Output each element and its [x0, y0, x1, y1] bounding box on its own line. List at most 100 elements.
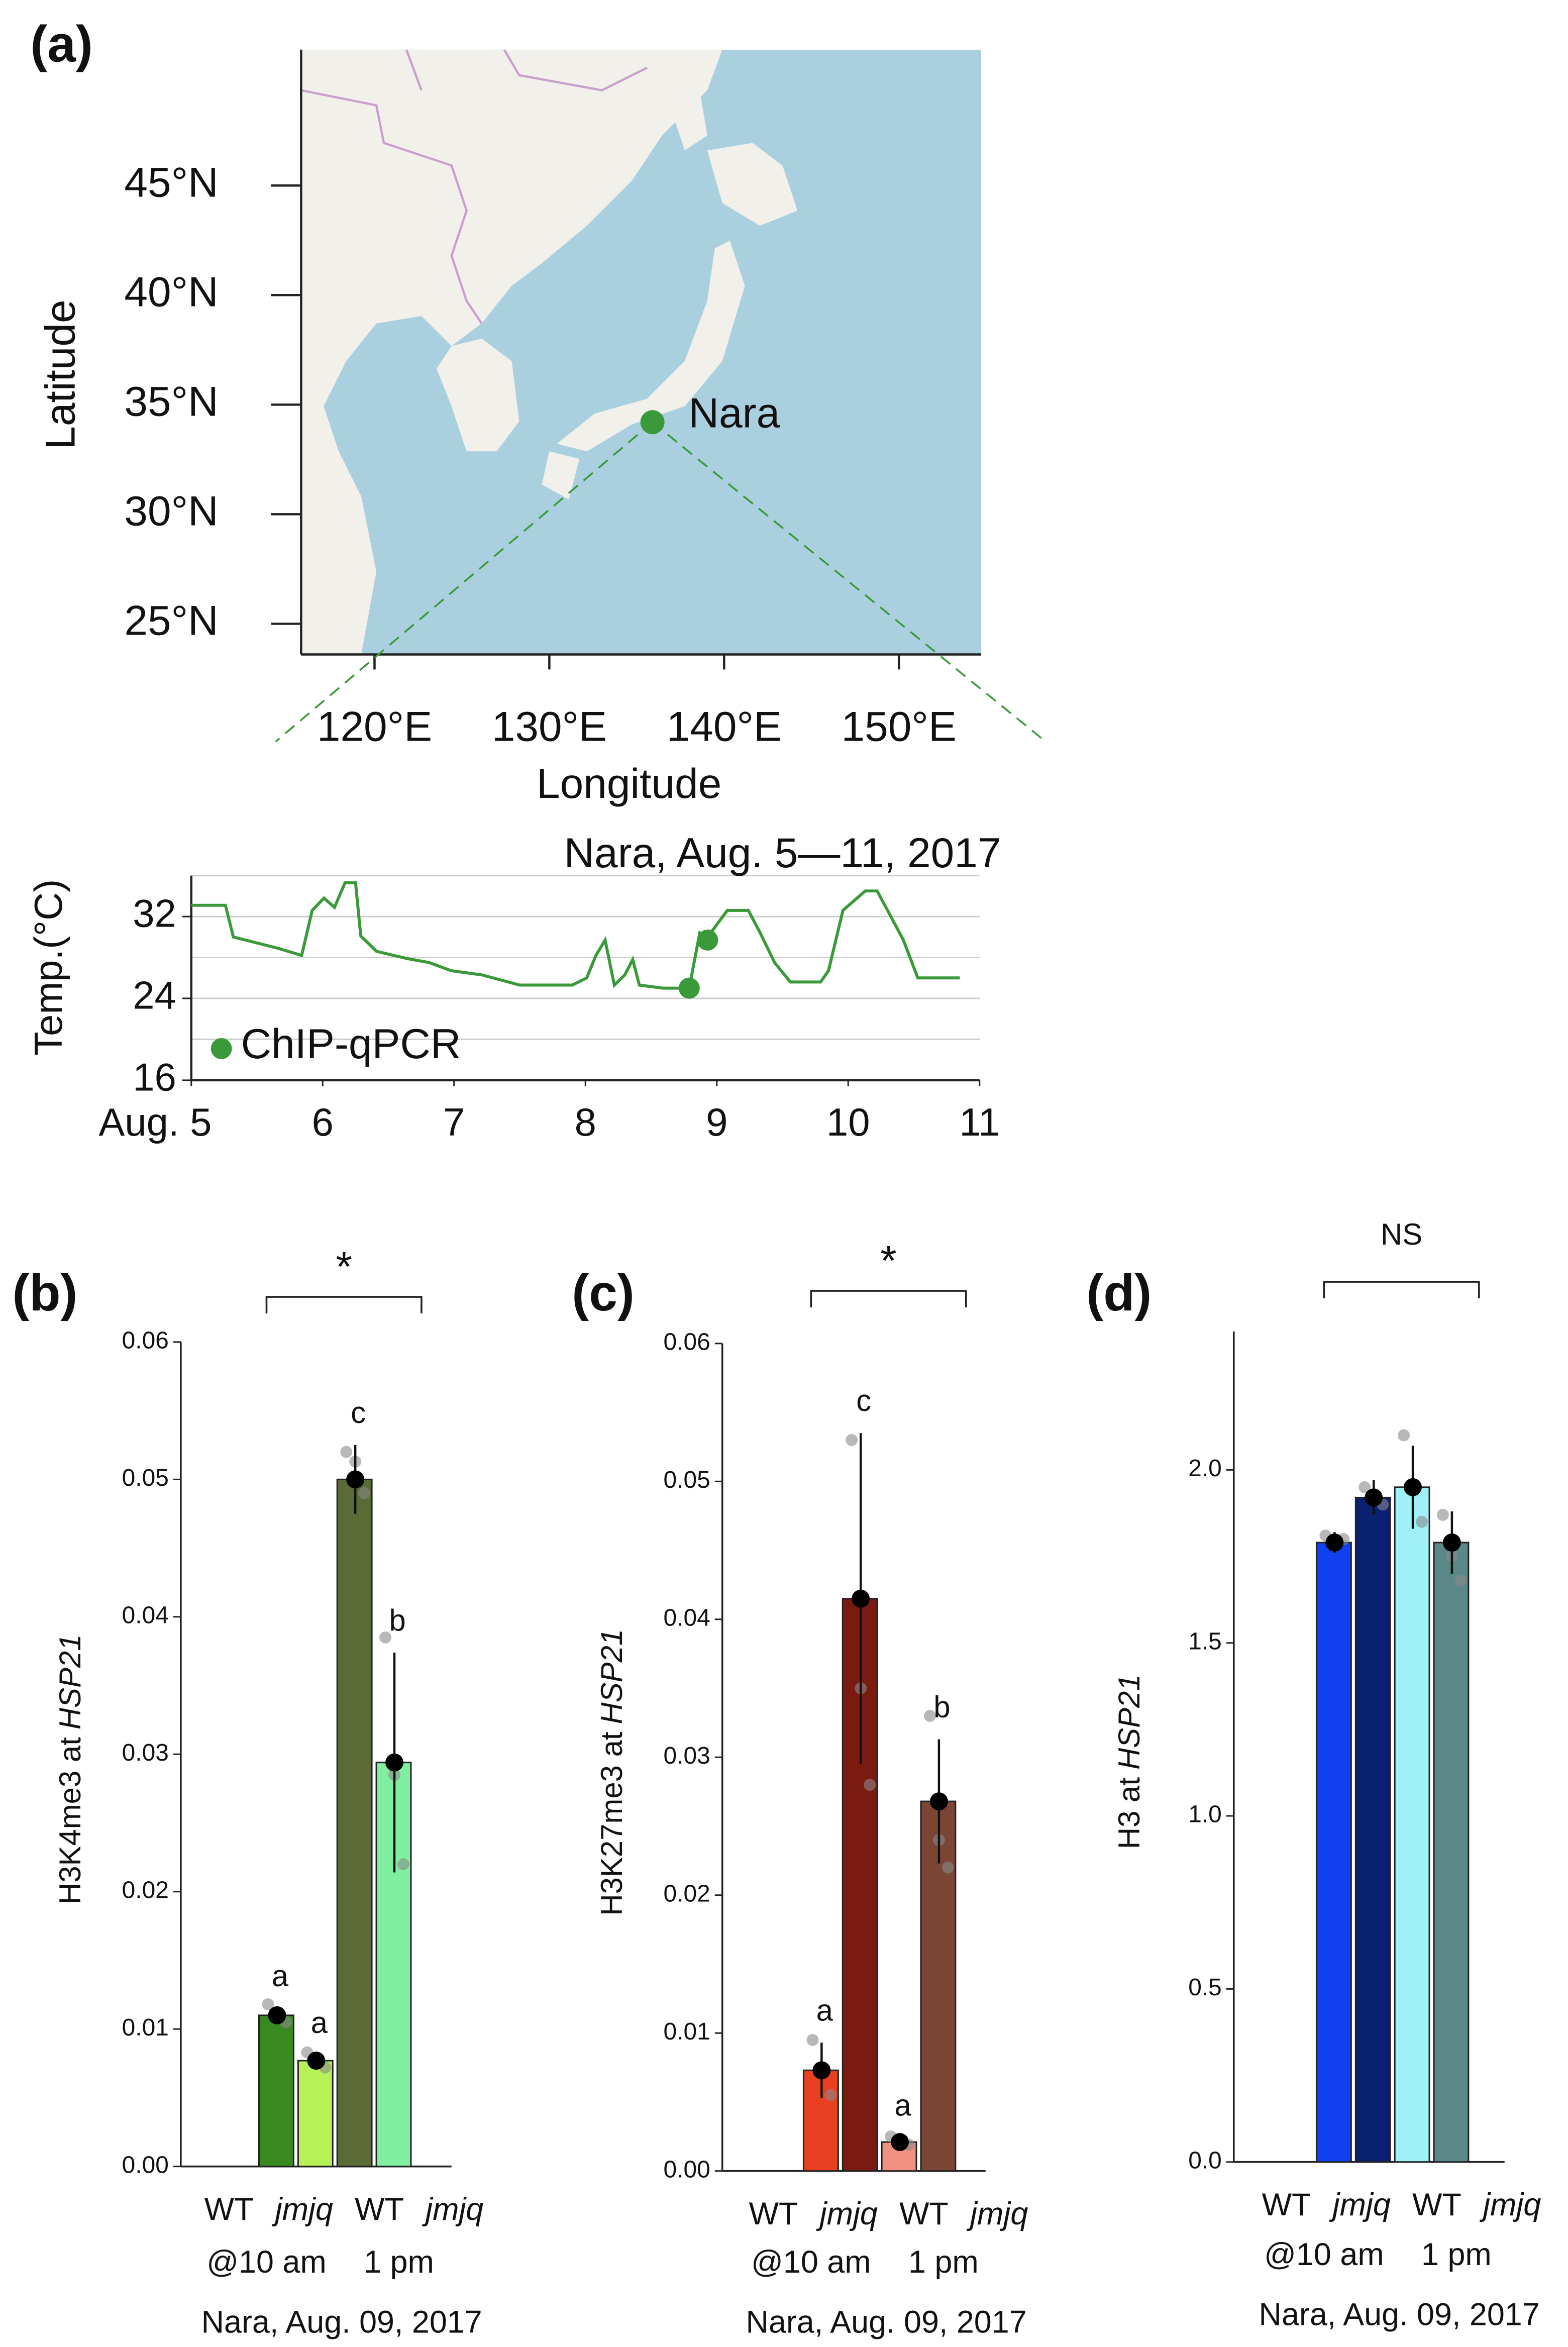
- mean-point: [268, 2006, 286, 2024]
- sakhalin: [662, 49, 707, 151]
- replicate-point: [864, 1779, 876, 1791]
- y-tick-label: 0.04: [664, 1604, 710, 1631]
- significance-label: *: [880, 1237, 897, 1284]
- group-letter: c: [351, 1396, 366, 1430]
- y-tick-label: 0.03: [664, 1743, 710, 1769]
- significance-label: NS: [1381, 1217, 1422, 1251]
- y-axis-label: H3 at HSP21: [1112, 1674, 1146, 1849]
- panel-label: (a): [30, 16, 92, 73]
- y-tick-label: 24: [133, 974, 176, 1017]
- y-axis-label: H3K27me3 at HSP21: [595, 1629, 629, 1916]
- x-tick-label: WT: [1412, 2187, 1461, 2222]
- replicate-point: [379, 1631, 392, 1644]
- group-letter: c: [856, 1384, 871, 1417]
- y-axis-label-text: H3K4me3 at: [53, 1737, 87, 1904]
- y-tick-label: 2.0: [1188, 1455, 1222, 1482]
- mean-point: [1442, 1534, 1461, 1552]
- place-label: Nara, Aug. 09, 2017: [201, 2305, 482, 2340]
- time-label: @10 am: [751, 2244, 871, 2280]
- y-axis-label: Temp.(°C): [27, 879, 70, 1056]
- time-label: @10 am: [1264, 2237, 1384, 2272]
- x-tick-label: jmjq: [816, 2196, 878, 2231]
- x-tick-label: WT: [355, 2192, 404, 2227]
- chip-point: [678, 977, 700, 999]
- x-tick-label: 11: [959, 1101, 1000, 1144]
- x-tick-label: 6: [312, 1101, 334, 1144]
- x-tick-label: WT: [204, 2192, 254, 2227]
- bar: [258, 2014, 294, 2168]
- y-axis-label-gene: HSP21: [1112, 1674, 1146, 1770]
- y-tick-label: 0.00: [664, 2156, 710, 2183]
- honshu: [557, 241, 745, 452]
- group-letter: b: [389, 1603, 405, 1637]
- mean-point: [1325, 1534, 1344, 1552]
- y-tick-label: 0.01: [122, 2014, 169, 2041]
- x-tick-label: jmjq: [271, 2192, 333, 2227]
- significance-bracket: [265, 1296, 423, 1313]
- y-tick-label: 0.5: [1188, 1974, 1222, 2001]
- bar: [1394, 1486, 1430, 2163]
- y-tick-label: 30°N: [124, 487, 218, 535]
- x-tick-label: 120°E: [317, 702, 432, 750]
- replicate-point: [1454, 1574, 1467, 1587]
- y-tick-label: 0.03: [122, 1740, 169, 1766]
- map-background: [301, 49, 981, 655]
- time-label: 1 pm: [364, 2244, 434, 2280]
- replicate-point: [846, 1434, 858, 1446]
- y-axis-label-text: H3 at: [1112, 1777, 1146, 1849]
- time-label: 1 pm: [908, 2244, 979, 2280]
- y-tick-label: 1.0: [1188, 1801, 1222, 1828]
- x-tick-label: jmjq: [422, 2192, 483, 2227]
- replicate-point: [340, 1446, 353, 1458]
- replicate-point: [262, 1998, 274, 2010]
- x-tick-label: 150°E: [842, 702, 957, 750]
- y-tick-label: 0.02: [122, 1877, 169, 1903]
- legend-label: ChIP-qPCR: [241, 1020, 461, 1067]
- y-tick-label: 45°N: [124, 158, 218, 206]
- y-axis-label-gene: HSP21: [53, 1634, 87, 1729]
- korea: [436, 338, 519, 452]
- zoom-line: [275, 421, 653, 743]
- border: [301, 49, 648, 325]
- y-axis-label-text: H3K27me3 at: [595, 1731, 629, 1915]
- x-tick-label: jmjq: [1329, 2187, 1391, 2222]
- y-tick-label: 32: [133, 892, 176, 936]
- x-tick-label: WT: [749, 2196, 798, 2231]
- replicate-point: [397, 1858, 409, 1871]
- panel-label: (d): [1086, 1264, 1152, 1321]
- hokkaido: [707, 143, 798, 226]
- replicate-point: [1416, 1515, 1428, 1528]
- y-tick-label: 16: [133, 1056, 176, 1099]
- y-tick-label: 0.0: [1188, 2147, 1222, 2174]
- panel-label: (b): [12, 1264, 77, 1321]
- y-tick-label: 40°N: [124, 268, 218, 315]
- x-tick-label: WT: [1262, 2187, 1311, 2222]
- x-axis-label: Longitude: [537, 760, 721, 807]
- group-letter: a: [272, 1959, 289, 1993]
- mean-point: [929, 1792, 948, 1811]
- replicate-point: [923, 1709, 936, 1722]
- significance-label: *: [336, 1243, 352, 1290]
- location-label: Nara: [689, 389, 780, 436]
- bar: [1315, 1542, 1352, 2163]
- location-point: [640, 410, 665, 435]
- mean-point: [346, 1470, 365, 1489]
- bar: [297, 2060, 334, 2168]
- group-letter: a: [894, 2089, 911, 2122]
- chart-title: Nara, Aug. 5—11, 2017: [564, 829, 1001, 876]
- replicate-point: [942, 1861, 954, 1874]
- time-label: @10 am: [206, 2244, 327, 2280]
- continent: [301, 49, 722, 655]
- mean-point: [385, 1753, 403, 1772]
- bar: [1354, 1496, 1391, 2163]
- replicate-point: [358, 1487, 371, 1499]
- x-tick-label: 9: [706, 1101, 727, 1144]
- x-tick-label: 8: [575, 1101, 596, 1144]
- group-letter: a: [311, 2006, 328, 2039]
- time-label: 1 pm: [1421, 2237, 1492, 2272]
- replicate-point: [1358, 1481, 1371, 1493]
- mean-point: [891, 2133, 909, 2152]
- mean-point: [1365, 1488, 1383, 1507]
- y-tick-label: 0.05: [664, 1467, 710, 1493]
